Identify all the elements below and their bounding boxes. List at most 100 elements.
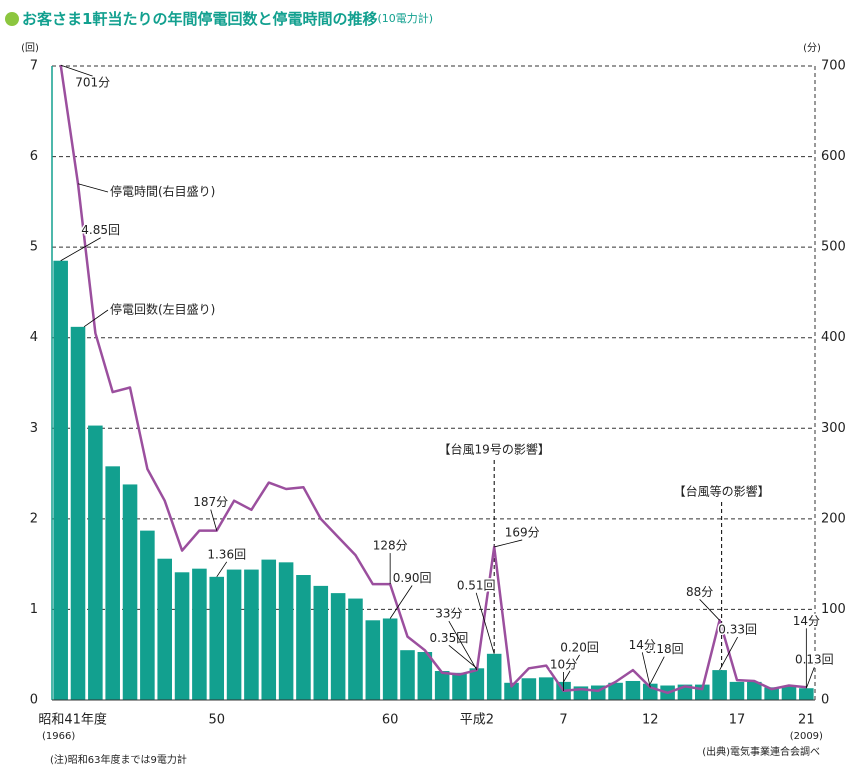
chart-title: お客さま1軒当たりの年間停電回数と停電時間の推移(10電力計) [22, 10, 433, 28]
bar [209, 576, 225, 700]
bar [469, 668, 485, 700]
leader-line [389, 585, 413, 619]
data-label: 0.51回 [457, 578, 496, 592]
y2-tick-label: 0 [821, 693, 829, 708]
data-label: 0.13回 [795, 653, 834, 667]
leader-line [210, 509, 218, 531]
leader-line [475, 592, 495, 654]
x-tick-label: 50 [208, 713, 225, 728]
data-label: 187分 [193, 495, 228, 509]
bar [105, 466, 120, 700]
annotation: 【台風19号の影響】 [439, 442, 550, 457]
title-bullet [5, 12, 19, 26]
x-tick-label: 昭和41年度 [38, 712, 107, 728]
bar [365, 620, 381, 700]
bar [70, 326, 86, 700]
leader-line [60, 237, 101, 262]
leader-line [494, 539, 523, 548]
bar [296, 575, 311, 700]
bar [729, 681, 745, 700]
y-tick-label: 6 [30, 149, 38, 164]
source: (出典)電気事業連合会調べ [702, 745, 820, 758]
bar [348, 598, 363, 700]
bar [538, 677, 554, 700]
data-label: 14分 [629, 638, 656, 652]
bar [53, 260, 68, 700]
bar [504, 682, 519, 700]
bar [313, 585, 329, 700]
bar [434, 671, 450, 700]
bar [382, 618, 398, 700]
x-tick-label: 17 [729, 713, 746, 728]
bar [747, 681, 762, 700]
y-tick-label: 1 [30, 602, 38, 617]
legend-leader [83, 309, 109, 328]
legend-leader [77, 183, 109, 193]
data-label: 0.33回 [718, 623, 757, 637]
bar [244, 569, 259, 700]
bar [278, 562, 294, 700]
bar [157, 558, 172, 700]
data-label: 0.90回 [393, 571, 432, 585]
data-label: 128分 [373, 539, 408, 553]
bar [521, 678, 537, 700]
x-tick-label: 21 [798, 713, 815, 728]
legend-entry: 停電回数(左目盛り) [110, 302, 215, 317]
y-tick-label: 0 [30, 693, 38, 708]
data-label: 10分 [550, 657, 577, 671]
x-year-note: (2009) [790, 731, 823, 742]
y-tick-label: 3 [30, 421, 38, 436]
bar [88, 425, 103, 700]
y-tick-label: 2 [30, 511, 38, 526]
bar [608, 682, 623, 700]
note: (注)昭和63年度までは9電力計 [50, 753, 187, 766]
data-label: 169分 [505, 525, 540, 539]
data-label: 0.18回 [645, 642, 684, 656]
x-tick-label: 7 [559, 713, 567, 728]
bar [330, 593, 346, 700]
leader-line [60, 64, 93, 77]
x-tick-label: 60 [382, 713, 399, 728]
leader-line [563, 654, 580, 683]
bar [226, 569, 242, 700]
y2-tick-label: 600 [821, 149, 846, 164]
bar [400, 650, 415, 700]
leader-line [719, 636, 738, 671]
bar [712, 670, 727, 700]
annotation: 【台風等の影響】 [674, 484, 770, 499]
legend-entry: 停電時間(右目盛り) [110, 184, 215, 199]
data-label: 88分 [686, 585, 713, 599]
bar [192, 568, 207, 700]
y-tick-label: 7 [30, 59, 38, 74]
bar [764, 687, 779, 700]
leader-line [805, 667, 815, 689]
leader-line [448, 644, 478, 669]
y2-tick-label: 700 [821, 59, 846, 74]
y-tick-label: 5 [30, 240, 38, 255]
x-tick-label: 12 [642, 713, 659, 728]
subtitle: (10電力計) [377, 11, 433, 25]
leader-line [641, 652, 651, 688]
bar [781, 686, 797, 700]
leader-line [649, 656, 665, 684]
bar [174, 572, 190, 700]
leader-line [216, 561, 228, 578]
data-label: 0.35回 [429, 631, 468, 645]
leader-line [699, 599, 720, 621]
data-label: 0.20回 [560, 640, 599, 654]
leader-line [448, 620, 478, 671]
y2-tick-label: 400 [821, 330, 846, 345]
bar [486, 653, 502, 700]
bar [417, 651, 433, 700]
y2-tick-label: 200 [821, 511, 846, 526]
bar [261, 559, 277, 700]
y-axis-label: (回) [21, 42, 39, 54]
bar [122, 484, 138, 700]
x-tick-label: 平成2 [460, 713, 494, 728]
data-label: 701分 [75, 76, 110, 90]
bar [625, 680, 641, 700]
bar [799, 688, 814, 700]
x-year-note: (1966) [42, 731, 75, 742]
y2-tick-label: 300 [821, 421, 846, 436]
